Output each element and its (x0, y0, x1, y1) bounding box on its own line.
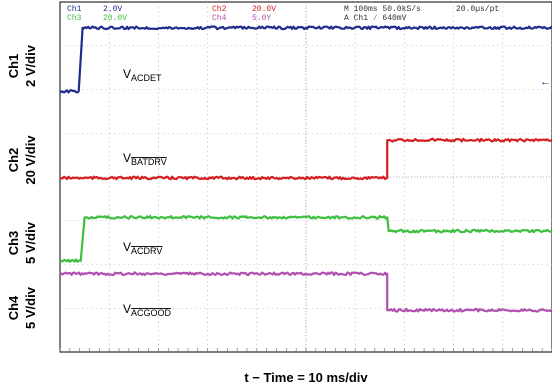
ch1-scale-label: 2 V/div (23, 44, 38, 87)
label-vacdet: VACDET (123, 67, 162, 83)
per-point-readout: 20.0µs/pt (456, 5, 499, 14)
traces (59, 25, 552, 313)
ch2-scale-label: 20 V/div (23, 135, 38, 185)
trace-vacgood (59, 271, 552, 313)
x-axis-label: t − Time = 10 ms/div (244, 370, 368, 385)
trace-vbatdrv (59, 137, 552, 181)
trigger-level-arrow-icon: ← (540, 76, 551, 88)
ch1-header-label: Ch1 (67, 5, 82, 14)
ch3-header-label: Ch3 (67, 14, 82, 23)
ch2-header-scale: 20.0V (252, 5, 276, 14)
ch3-header-scale: 20.0V (103, 14, 127, 23)
trigger-readout: A Ch1 ∕ 640mV (344, 14, 407, 23)
label-vacgood: VACGOOD (123, 302, 172, 318)
trace-vacdet (59, 25, 552, 94)
ch3-scale-label: 5 V/div (23, 221, 38, 264)
label-vbatdrv: VBATDRV (123, 151, 167, 167)
ch4-header-scale: 5.0Y (252, 14, 271, 23)
timebase-readout: M 100ms 50.0kS/s (344, 5, 421, 14)
label-vacdrv: VACDRV (123, 240, 162, 256)
scope-header: Ch1 2.0V Ch3 20.0V Ch2 20.0V Ch4 5.0Y M … (67, 5, 499, 23)
ch2-axis-label: Ch2 (6, 148, 21, 173)
ch2-header-label: Ch2 (212, 5, 227, 14)
ch4-axis-label: Ch4 (6, 295, 21, 320)
ch4-scale-label: 5 V/div (23, 286, 38, 329)
trace-vacdrv (59, 215, 552, 263)
ch4-header-label: Ch4 (212, 14, 227, 23)
ch1-axis-label: Ch1 (6, 54, 21, 79)
ch1-header-scale: 2.0V (103, 5, 122, 14)
ch3-axis-label: Ch3 (6, 231, 21, 256)
